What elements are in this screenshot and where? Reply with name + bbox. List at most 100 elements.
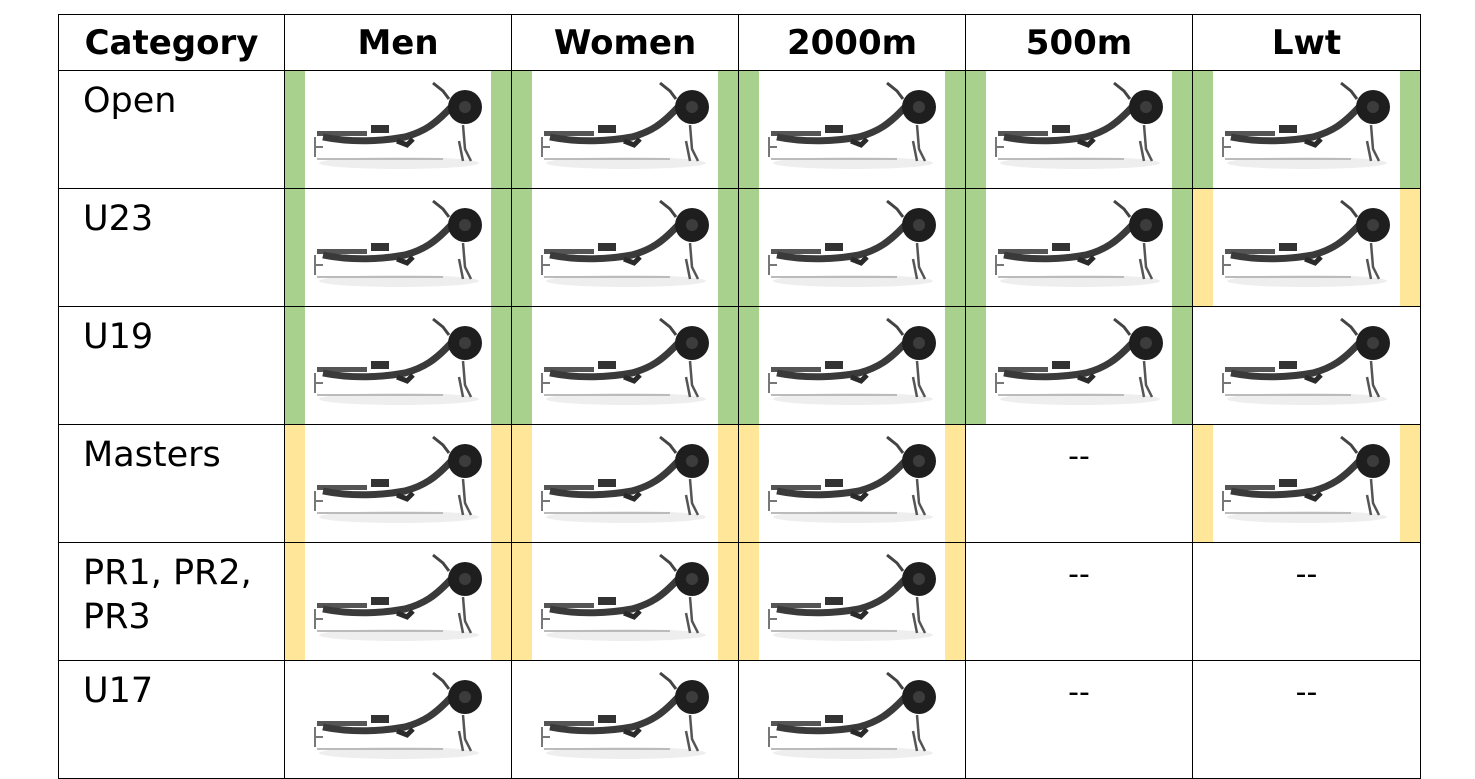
highlight-bar-left — [285, 543, 305, 660]
cell-lwt — [1192, 306, 1421, 425]
rowing-machine-icon — [532, 425, 718, 542]
table-row: Open — [58, 70, 1421, 189]
highlight-bar-left — [739, 425, 759, 542]
cell-men — [284, 188, 512, 307]
cell-men — [284, 542, 512, 661]
rowing-machine-icon — [305, 71, 491, 188]
cell-men — [284, 424, 512, 543]
rowing-machine-icon — [532, 661, 718, 778]
table-row: Masters -- — [58, 424, 1421, 543]
header-women: Women — [511, 14, 739, 71]
category-cell: PR1, PR2, PR3 — [58, 542, 285, 661]
cell-lwt: -- — [1192, 660, 1421, 779]
rowing-machine-icon — [305, 661, 491, 778]
rowing-machine-icon — [986, 307, 1172, 424]
highlight-bar-right — [1400, 425, 1420, 542]
rowing-machine-icon — [1213, 307, 1400, 424]
rowing-machine-icon — [305, 543, 491, 660]
cell-women — [511, 660, 739, 779]
highlight-bar-right — [1172, 307, 1192, 424]
rowing-machine-icon — [1213, 425, 1400, 542]
cell-2000m — [738, 70, 966, 189]
highlight-bar-left — [285, 425, 305, 542]
cell-500m: -- — [965, 542, 1193, 661]
highlight-bar-left — [512, 189, 532, 306]
rowing-machine-icon — [759, 543, 945, 660]
cell-500m: -- — [965, 660, 1193, 779]
header-category: Category — [58, 14, 285, 71]
highlight-bar-right — [491, 71, 511, 188]
cell-women — [511, 306, 739, 425]
not-applicable-text: -- — [1295, 675, 1318, 710]
rowing-machine-icon — [305, 425, 491, 542]
highlight-bar-left — [512, 307, 532, 424]
table-row: U17 -- -- — [58, 660, 1421, 779]
highlight-bar-right — [1400, 189, 1420, 306]
highlight-bar-right — [491, 189, 511, 306]
cell-lwt: -- — [1192, 542, 1421, 661]
cell-2000m — [738, 306, 966, 425]
rowing-machine-icon — [305, 307, 491, 424]
cell-men — [284, 306, 512, 425]
not-applicable-text: -- — [1068, 675, 1090, 710]
highlight-bar-right — [945, 425, 965, 542]
highlight-bar-left — [739, 543, 759, 660]
records-table: Category Men Women 2000m 500m Lwt Open U2… — [58, 14, 1421, 779]
highlight-bar-left — [285, 307, 305, 424]
highlight-bar-right — [718, 307, 738, 424]
not-applicable-text: -- — [1295, 557, 1318, 592]
highlight-bar-right — [945, 71, 965, 188]
highlight-bar-right — [491, 543, 511, 660]
rowing-machine-icon — [1213, 189, 1400, 306]
highlight-bar-left — [1193, 189, 1213, 306]
rowing-machine-icon — [759, 71, 945, 188]
highlight-bar-left — [966, 307, 986, 424]
cell-2000m — [738, 542, 966, 661]
cell-women — [511, 542, 739, 661]
cell-500m: -- — [965, 424, 1193, 543]
cell-women — [511, 424, 739, 543]
rowing-machine-icon — [532, 189, 718, 306]
highlight-bar-left — [1193, 425, 1213, 542]
highlight-bar-right — [718, 71, 738, 188]
highlight-bar-left — [739, 189, 759, 306]
table-row: PR1, PR2, PR3 -- -- — [58, 542, 1421, 661]
table-row: U19 — [58, 306, 1421, 425]
category-cell: Open — [58, 70, 285, 189]
cell-women — [511, 70, 739, 189]
cell-lwt — [1192, 70, 1421, 189]
rowing-machine-icon — [759, 425, 945, 542]
highlight-bar-left — [285, 189, 305, 306]
rowing-machine-icon — [1213, 71, 1400, 188]
not-applicable-text: -- — [1068, 557, 1090, 592]
cell-2000m — [738, 188, 966, 307]
not-applicable-text: -- — [1068, 439, 1090, 474]
highlight-bar-left — [739, 307, 759, 424]
category-cell: U17 — [58, 660, 285, 779]
cell-2000m — [738, 660, 966, 779]
cell-500m — [965, 70, 1193, 189]
cell-men — [284, 70, 512, 189]
cell-500m — [965, 306, 1193, 425]
highlight-bar-right — [945, 189, 965, 306]
rowing-machine-icon — [305, 189, 491, 306]
rowing-machine-icon — [759, 661, 945, 778]
highlight-bar-right — [491, 307, 511, 424]
highlight-bar-left — [512, 543, 532, 660]
header-500m: 500m — [965, 14, 1193, 71]
highlight-bar-left — [512, 425, 532, 542]
cell-lwt — [1192, 424, 1421, 543]
rowing-machine-icon — [759, 189, 945, 306]
category-cell: U23 — [58, 188, 285, 307]
category-cell: U19 — [58, 306, 285, 425]
category-cell: Masters — [58, 424, 285, 543]
header-2000m: 2000m — [738, 14, 966, 71]
highlight-bar-left — [1193, 71, 1213, 188]
cell-2000m — [738, 424, 966, 543]
header-row: Category Men Women 2000m 500m Lwt — [58, 14, 1421, 71]
highlight-bar-left — [512, 71, 532, 188]
rowing-machine-icon — [986, 189, 1172, 306]
highlight-bar-left — [739, 71, 759, 188]
highlight-bar-right — [1400, 71, 1420, 188]
cell-women — [511, 188, 739, 307]
